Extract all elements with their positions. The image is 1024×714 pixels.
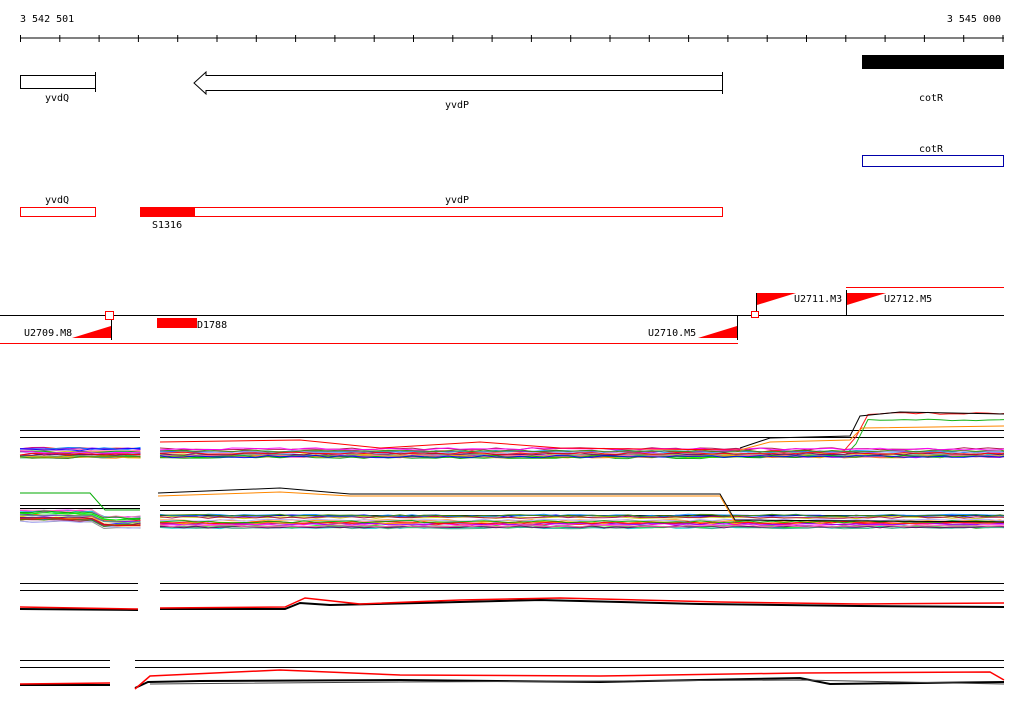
expression-line [19, 517, 141, 528]
expression-line [160, 598, 1005, 610]
u2709-terminator-mark[interactable] [105, 311, 114, 320]
expression-line [159, 513, 1005, 518]
expression-line [159, 597, 1005, 609]
expression-line [739, 425, 1005, 451]
u2711-terminator-mark[interactable] [751, 311, 759, 318]
expression-line [19, 509, 141, 518]
u2709-marker[interactable] [72, 326, 111, 338]
coordinate-ruler: 3 542 501 3 545 000 [20, 14, 1004, 42]
segment-S1316[interactable] [140, 207, 195, 217]
expression-line [134, 669, 1005, 690]
expression-line [739, 411, 1005, 449]
annotation-cotR-label: cotR [919, 144, 944, 155]
expression-line [157, 487, 1005, 523]
segment-S1316-label: S1316 [152, 220, 182, 231]
transcript-yvdQ-label: yvdQ [45, 195, 69, 206]
expression-line [19, 517, 141, 526]
expression-track-3 [19, 583, 1005, 611]
expression-line [20, 510, 141, 520]
gene-yvdP-arrow[interactable] [193, 70, 723, 96]
gene-yvdQ-label: yvdQ [45, 93, 69, 104]
expression-line [159, 518, 1005, 522]
u2709-label: U2709.M8 [24, 328, 72, 339]
gene-cotR-label: cotR [919, 93, 944, 104]
annotation-cotR-box[interactable] [862, 155, 1004, 167]
gene-yvdQ[interactable] [20, 75, 96, 89]
u2712-label: U2712.M5 [884, 294, 932, 305]
d1788-marker[interactable] [157, 318, 197, 328]
gene-track: yvdQ yvdP cotR [20, 55, 1004, 111]
expression-line [19, 450, 141, 454]
transcript-yvdQ[interactable] [20, 207, 96, 217]
ruler-ticks [20, 35, 1004, 42]
expression-line [20, 492, 140, 511]
expression-line [19, 455, 141, 460]
d1788-label: D1788 [197, 320, 227, 331]
expression-line [159, 411, 1005, 454]
expression-line [159, 451, 1005, 455]
transcript-yvdP-label: yvdP [445, 195, 469, 206]
u2710-marker[interactable] [698, 326, 737, 338]
gene-yvdP-label: yvdP [445, 100, 469, 111]
expression-line [149, 679, 1005, 685]
ruler-end-label: 3 545 000 [947, 14, 1001, 25]
expression-line [19, 514, 141, 523]
expression-line [159, 520, 1005, 525]
expression-line [159, 449, 1005, 453]
expression-line [19, 520, 141, 529]
u2712-marker[interactable] [847, 293, 886, 305]
expression-track-2 [19, 487, 1005, 530]
expression-line [159, 515, 1004, 519]
transcript-track: yvdQ yvdP S1316 [20, 195, 723, 231]
annotation-track: cotR [862, 144, 1004, 167]
expression-line [19, 448, 141, 452]
expression-line [159, 525, 1005, 529]
gene-cotR[interactable] [862, 55, 1004, 69]
feature-track: U2709.M8 D1788 U2710.M5 U2711.M3 U2712.M… [0, 287, 1004, 344]
expression-line [19, 608, 139, 611]
expression-line [19, 514, 141, 524]
expression-line [19, 682, 111, 685]
expression-line [159, 439, 741, 451]
expression-line [159, 447, 1005, 451]
expression-track-4 [19, 660, 1005, 690]
expression-line [157, 491, 736, 523]
transcript-yvdP[interactable] [140, 207, 723, 217]
u2711-label: U2711.M3 [794, 294, 842, 305]
expression-line [19, 606, 139, 610]
ruler-start-label: 3 542 501 [20, 14, 74, 25]
u2710-label: U2710.M5 [648, 328, 696, 339]
expression-line [159, 524, 1005, 528]
expression-line [159, 454, 1005, 459]
u2711-marker[interactable] [757, 293, 796, 305]
expression-track-1 [19, 411, 1005, 460]
